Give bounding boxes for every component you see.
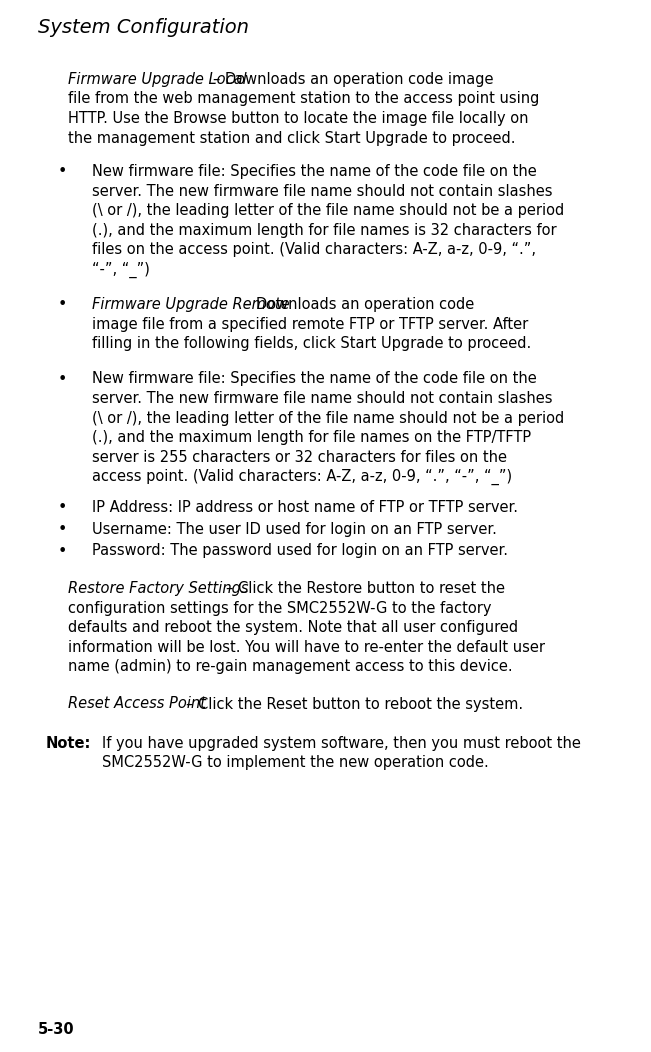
Text: – Downloads an operation code image: – Downloads an operation code image xyxy=(213,72,493,87)
Text: SMC2552W-G to implement the new operation code.: SMC2552W-G to implement the new operatio… xyxy=(102,755,489,770)
Text: image file from a specified remote FTP or TFTP server. After: image file from a specified remote FTP o… xyxy=(92,317,528,331)
Text: New firmware file: Specifies the name of the code file on the: New firmware file: Specifies the name of… xyxy=(92,371,537,386)
Text: •: • xyxy=(58,164,67,179)
Text: If you have upgraded system software, then you must reboot the: If you have upgraded system software, th… xyxy=(102,736,581,751)
Text: name (admin) to re-gain management access to this device.: name (admin) to re-gain management acces… xyxy=(68,659,512,674)
Text: •: • xyxy=(58,544,67,559)
Text: HTTP. Use the Browse button to locate the image file locally on: HTTP. Use the Browse button to locate th… xyxy=(68,112,529,126)
Text: IP Address: IP address or host name of FTP or TFTP server.: IP Address: IP address or host name of F… xyxy=(92,501,518,515)
Text: Reset Access Point: Reset Access Point xyxy=(68,696,206,711)
Text: – Click the Reset button to reboot the system.: – Click the Reset button to reboot the s… xyxy=(186,696,523,711)
Text: file from the web management station to the access point using: file from the web management station to … xyxy=(68,92,540,106)
Text: •: • xyxy=(58,371,67,386)
Text: Username: The user ID used for login on an FTP server.: Username: The user ID used for login on … xyxy=(92,522,497,537)
Text: New firmware file: Specifies the name of the code file on the: New firmware file: Specifies the name of… xyxy=(92,164,537,179)
Text: 5-30: 5-30 xyxy=(38,1021,75,1037)
Text: (\ or /), the leading letter of the file name should not be a period: (\ or /), the leading letter of the file… xyxy=(92,203,564,218)
Text: •: • xyxy=(58,297,67,312)
Text: – Downloads an operation code: – Downloads an operation code xyxy=(244,297,474,312)
Text: •: • xyxy=(58,522,67,537)
Text: configuration settings for the SMC2552W-G to the factory: configuration settings for the SMC2552W-… xyxy=(68,601,492,615)
Text: System Configuration: System Configuration xyxy=(38,18,249,37)
Text: defaults and reboot the system. Note that all user configured: defaults and reboot the system. Note tha… xyxy=(68,620,518,635)
Text: “-”, “_”): “-”, “_”) xyxy=(92,262,150,278)
Text: •: • xyxy=(58,501,67,515)
Text: the management station and click Start Upgrade to proceed.: the management station and click Start U… xyxy=(68,130,516,145)
Text: access point. (Valid characters: A-Z, a-z, 0-9, “.”, “-”, “_”): access point. (Valid characters: A-Z, a-… xyxy=(92,469,512,485)
Text: Restore Factory Settings: Restore Factory Settings xyxy=(68,581,249,596)
Text: server. The new firmware file name should not contain slashes: server. The new firmware file name shoul… xyxy=(92,391,553,406)
Text: server is 255 characters or 32 characters for files on the: server is 255 characters or 32 character… xyxy=(92,449,507,465)
Text: (.), and the maximum length for file names on the FTP/TFTP: (.), and the maximum length for file nam… xyxy=(92,430,531,445)
Text: server. The new firmware file name should not contain slashes: server. The new firmware file name shoul… xyxy=(92,183,553,199)
Text: information will be lost. You will have to re-enter the default user: information will be lost. You will have … xyxy=(68,640,545,654)
Text: filling in the following fields, click Start Upgrade to proceed.: filling in the following fields, click S… xyxy=(92,336,531,351)
Text: – Click the Restore button to reset the: – Click the Restore button to reset the xyxy=(226,581,505,596)
Text: (\ or /), the leading letter of the file name should not be a period: (\ or /), the leading letter of the file… xyxy=(92,410,564,425)
Text: Firmware Upgrade Local: Firmware Upgrade Local xyxy=(68,72,247,87)
Text: Note:: Note: xyxy=(46,736,91,751)
Text: Firmware Upgrade Remote: Firmware Upgrade Remote xyxy=(92,297,290,312)
Text: files on the access point. (Valid characters: A-Z, a-z, 0-9, “.”,: files on the access point. (Valid charac… xyxy=(92,242,536,257)
Text: (.), and the maximum length for file names is 32 characters for: (.), and the maximum length for file nam… xyxy=(92,223,557,238)
Text: Password: The password used for login on an FTP server.: Password: The password used for login on… xyxy=(92,544,508,559)
